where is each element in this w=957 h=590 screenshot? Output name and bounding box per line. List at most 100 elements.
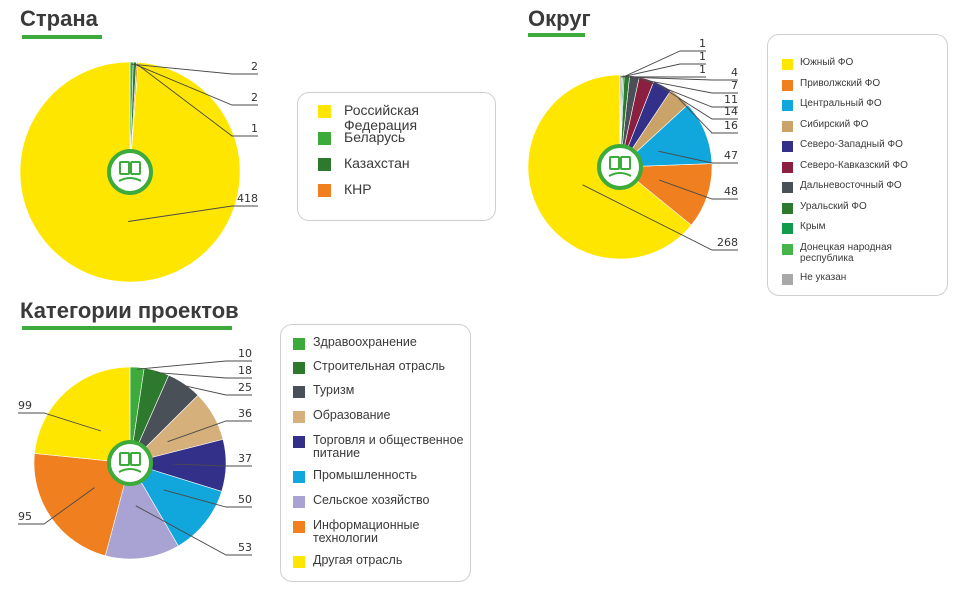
legend-swatch-district-7 xyxy=(782,202,793,214)
leader-line-category-6 xyxy=(135,505,252,556)
value-label-category-8: 99 xyxy=(18,399,32,412)
legend-swatch-district-8 xyxy=(782,223,793,234)
legend-label-category-4: Торговля и общественное питание xyxy=(313,433,464,460)
pie-slice-category-6 xyxy=(104,462,179,560)
value-label-category-3: 36 xyxy=(238,407,252,420)
legend-swatch-category-8 xyxy=(293,556,305,568)
legend-label-district-9: Донецкая народная республика xyxy=(800,241,892,264)
legend-swatch-category-6 xyxy=(293,496,305,508)
title-category: Категории проектов xyxy=(20,298,239,323)
legend-label-district-1: Приволжский ФО xyxy=(800,77,881,89)
value-label-district-2: 47 xyxy=(724,149,738,162)
leader-line-category-1 xyxy=(156,372,252,379)
legend-label-district-8: Крым xyxy=(800,221,826,232)
legend-label-district-6: Дальневосточный ФО xyxy=(800,180,902,191)
value-label-category-4: 37 xyxy=(238,452,252,465)
legend-swatch-district-1 xyxy=(782,79,793,91)
legend-label-category-2: Туризм xyxy=(313,383,355,397)
legend-district: Южный ФО Приволжский ФО Центральный ФО Сиби… xyxy=(767,34,948,296)
title-underline-country xyxy=(22,35,102,39)
legend-label-category-8: Другая отрасль xyxy=(313,553,403,567)
value-label-country-1: 2 xyxy=(251,60,258,73)
legend-swatch-district-4 xyxy=(782,141,793,152)
pie-slice-category-5 xyxy=(129,462,223,547)
value-label-category-0: 10 xyxy=(238,347,252,360)
leader-line-district-9 xyxy=(621,63,706,78)
value-label-district-5: 11 xyxy=(724,93,738,106)
leader-line-district-8 xyxy=(623,50,706,78)
legend-label-category-5: Промышленность xyxy=(313,468,417,482)
leader-line-district-1 xyxy=(659,179,738,200)
leader-line-category-5 xyxy=(163,489,252,508)
leader-line-category-4 xyxy=(173,463,252,467)
value-label-district-4: 14 xyxy=(724,105,738,118)
leader-line-country-1 xyxy=(131,63,258,75)
value-label-category-1: 18 xyxy=(238,364,252,377)
legend-swatch-district-2 xyxy=(782,100,793,111)
value-label-district-0: 268 xyxy=(717,236,738,249)
leader-line-category-2 xyxy=(183,384,252,396)
value-label-district-9: 1 xyxy=(699,50,706,63)
pie-slice-district-2 xyxy=(619,104,713,168)
legend-label-district-2: Центральный ФО xyxy=(800,98,882,109)
legend-label-country-3: КНР xyxy=(344,181,372,197)
legend-category: Здравоохранение Строительная отрасль Туриз… xyxy=(280,324,471,582)
value-label-district-6: 7 xyxy=(731,79,738,92)
legend-swatch-country-1 xyxy=(318,132,331,145)
leader-line-category-0 xyxy=(136,360,252,370)
leader-line-district-6 xyxy=(634,77,738,94)
leader-line-country-3 xyxy=(136,64,258,137)
legend-swatch-category-5 xyxy=(293,471,305,483)
value-label-district-1: 48 xyxy=(724,185,738,198)
legend-swatch-country-0 xyxy=(318,105,331,118)
legend-label-category-7: Информационные технологии xyxy=(313,518,420,545)
leader-line-category-3 xyxy=(167,420,252,443)
legend-label-category-6: Сельское хозяйство xyxy=(313,493,430,507)
legend-label-country-0: Российская Федерация xyxy=(344,102,419,133)
leader-line-country-2 xyxy=(134,63,258,106)
legend-swatch-category-1 xyxy=(293,362,305,374)
legend-swatch-category-2 xyxy=(293,386,305,398)
legend-label-district-10: Не указан xyxy=(800,271,847,283)
legend-country: Российская Федерация Беларусь Казахстан КНР xyxy=(297,92,496,221)
legend-label-district-3: Сибирский ФО xyxy=(800,118,869,130)
value-label-category-6: 53 xyxy=(238,541,252,554)
leader-line-district-3 xyxy=(678,98,738,134)
title-country: Страна xyxy=(20,6,98,31)
center-logo-icon-district xyxy=(597,144,643,190)
legend-swatch-country-2 xyxy=(318,158,331,171)
leader-line-category-7 xyxy=(18,487,95,525)
legend-swatch-district-6 xyxy=(782,182,793,193)
legend-label-district-5: Северо-Кавказский ФО xyxy=(800,159,908,171)
value-label-district-8: 1 xyxy=(699,37,706,50)
legend-swatch-district-10 xyxy=(782,273,793,285)
legend-label-district-0: Южный ФО xyxy=(800,57,854,68)
pie-slice-category-7 xyxy=(33,453,131,557)
pie-slice-category-8 xyxy=(34,366,131,464)
value-label-district-3: 16 xyxy=(724,119,738,132)
title-underline-category xyxy=(22,326,232,330)
legend-swatch-category-3 xyxy=(293,411,305,423)
pie-slice-district-10 xyxy=(619,74,622,168)
value-label-country-0: 418 xyxy=(237,192,258,205)
legend-label-country-2: Казахстан xyxy=(344,155,410,171)
title-underline-district xyxy=(528,33,585,37)
legend-label-country-1: Беларусь xyxy=(344,129,406,145)
center-logo-icon-country xyxy=(107,149,153,195)
legend-label-category-1: Строительная отрасль xyxy=(313,359,446,373)
value-label-district-7: 4 xyxy=(731,66,738,79)
leader-line-district-0 xyxy=(582,184,738,251)
center-logo-icon-category xyxy=(107,440,153,486)
leader-line-country-0 xyxy=(128,205,258,222)
value-label-country-2: 2 xyxy=(251,91,258,104)
leader-line-district-7 xyxy=(626,76,738,81)
legend-swatch-district-3 xyxy=(782,120,793,132)
legend-swatch-category-0 xyxy=(293,338,305,350)
leader-line-district-5 xyxy=(645,80,738,108)
value-label-district-10: 1 xyxy=(699,63,706,76)
title-district: Округ xyxy=(528,6,591,31)
legend-swatch-district-5 xyxy=(782,161,793,173)
legend-swatch-district-9 xyxy=(782,243,793,255)
value-label-country-3: 1 xyxy=(251,122,258,135)
